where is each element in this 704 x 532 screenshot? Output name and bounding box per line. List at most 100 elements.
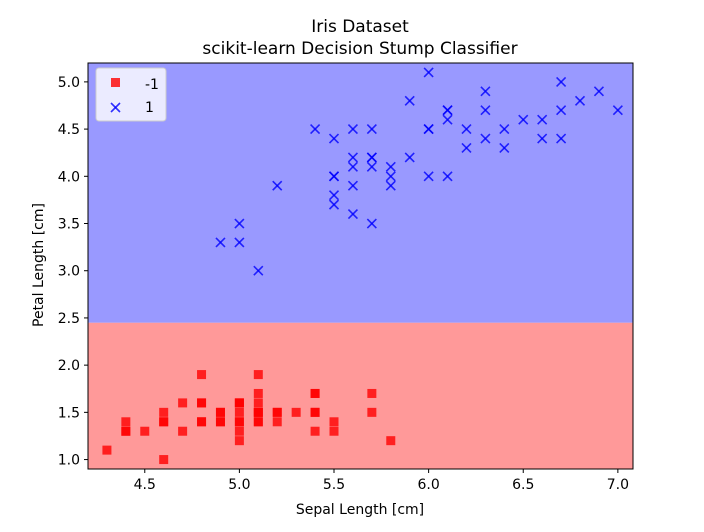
x-tick-label: 6.0 [417,477,439,493]
data-point-neg [367,388,377,398]
chart-subtitle: scikit-learn Decision Stump Classifier [202,39,517,59]
data-point-neg [367,407,377,417]
data-point-pos [272,180,283,191]
data-point-neg [215,417,225,427]
data-point-pos [310,124,321,135]
data-point-pos [423,67,434,78]
y-tick-label: 1.5 [58,405,80,421]
data-point-neg [234,407,244,417]
y-tick-label: 3.5 [58,217,80,233]
data-point-pos [366,218,377,229]
data-point-neg [310,388,320,398]
y-tick-label: 3.0 [58,264,80,280]
data-point-neg [310,426,320,436]
data-point-pos [385,180,396,191]
data-point-pos [234,218,245,229]
data-point-pos [593,86,605,97]
x-tick-label: 5.5 [323,477,345,493]
data-point-neg [253,388,263,398]
data-point-pos [556,133,567,144]
data-point-neg [310,407,320,417]
data-point-pos [518,114,529,125]
data-point-neg [140,426,150,436]
data-point-pos [234,237,245,248]
data-point-neg [178,398,188,408]
data-point-neg [253,407,263,417]
data-point-pos [253,265,264,276]
data-point-pos [404,95,415,106]
data-point-pos [404,152,415,163]
data-point-pos [215,237,226,248]
data-point-neg [159,417,169,427]
data-point-neg [102,445,112,455]
data-point-pos [442,105,453,116]
data-point-pos [480,133,491,144]
data-point-neg [329,426,339,436]
decision-region-neg [88,322,633,469]
data-point-neg [329,417,339,427]
y-tick-label: 1.0 [58,453,80,469]
data-point-neg [159,407,169,417]
legend-label-pos: 1 [145,100,154,116]
data-point-pos [347,152,358,163]
axes: 4.5 5.0 5.5 6.0 6.5 7.0 1.0 1.5 2.0 2.5 3.0 3.5 4.0 4… [58,62,634,493]
legend-label-neg: -1 [145,77,159,93]
data-point-pos [461,142,472,154]
data-point-pos [537,133,548,144]
legend-marker-square [111,78,120,87]
chart-title: Iris Dataset [311,17,409,37]
x-axis-label: Sepal Length [cm] [296,502,424,518]
decision-region-pos [88,63,633,323]
y-tick-label: 4.5 [58,122,80,138]
x-tick-label: 7.0 [607,477,629,493]
data-point-pos [366,152,377,163]
plot-frame [87,62,634,470]
data-point-neg [234,398,244,408]
data-point-neg [253,417,263,427]
data-point-pos [366,124,377,135]
data-point-neg [272,407,282,417]
data-point-pos [347,180,358,191]
data-point-pos [537,114,548,125]
data-point-neg [159,455,169,465]
legend-box [95,67,167,122]
legend: -1 1 [95,67,167,122]
data-point-pos [328,171,340,182]
data-point-pos [385,161,396,172]
x-tick-label: 5.0 [228,477,250,493]
y-tick-label: 2.5 [58,311,80,327]
data-point-pos [499,142,510,154]
y-tick-label: 4.0 [58,169,80,185]
data-point-neg [178,426,188,436]
data-point-pos [574,95,586,106]
data-point-pos [480,86,491,97]
data-point-neg [272,417,282,427]
data-point-pos [385,171,396,182]
x-tick-label: 4.5 [134,477,156,493]
data-point-neg [121,426,131,436]
data-point-neg [197,370,207,380]
data-point-pos [499,124,510,135]
data-point-pos [328,190,340,201]
data-point-pos [423,171,434,182]
data-point-pos [328,199,340,210]
data-point-pos [347,161,358,172]
data-point-neg [234,426,244,436]
data-point-neg [215,407,225,417]
data-point-neg [234,436,244,446]
data-point-neg [121,417,131,427]
y-tick-label: 5.0 [58,75,80,91]
data-point-pos [480,105,491,116]
y-axis-label: Petal Length [cm] [31,203,47,327]
data-point-pos [347,209,358,220]
data-point-pos [366,161,377,172]
legend-marker-x [110,102,121,113]
data-point-pos [423,124,434,135]
data-point-pos [347,124,358,135]
data-point-neg [291,407,301,417]
data-point-neg [253,370,263,380]
plot-area [88,63,633,469]
data-point-neg [386,436,396,446]
data-point-neg [197,398,207,408]
